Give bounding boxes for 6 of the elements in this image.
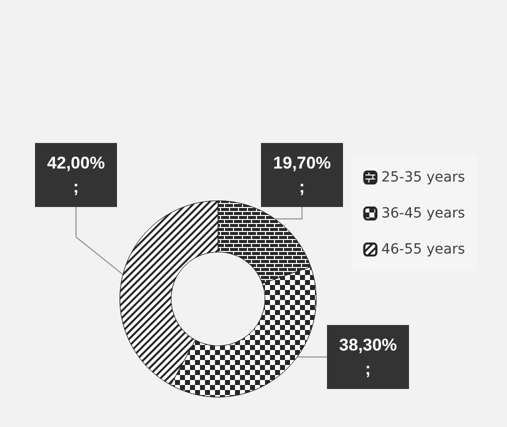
legend-label: 46-55 years (381, 242, 466, 258)
data-label: 38,30% ; (339, 336, 397, 378)
data-label: 42,00% ; (47, 154, 105, 196)
legend-label: 36-45 years (381, 206, 466, 222)
legend-label: 25-35 years (381, 170, 466, 186)
data-label: 19,70% ; (273, 154, 331, 196)
